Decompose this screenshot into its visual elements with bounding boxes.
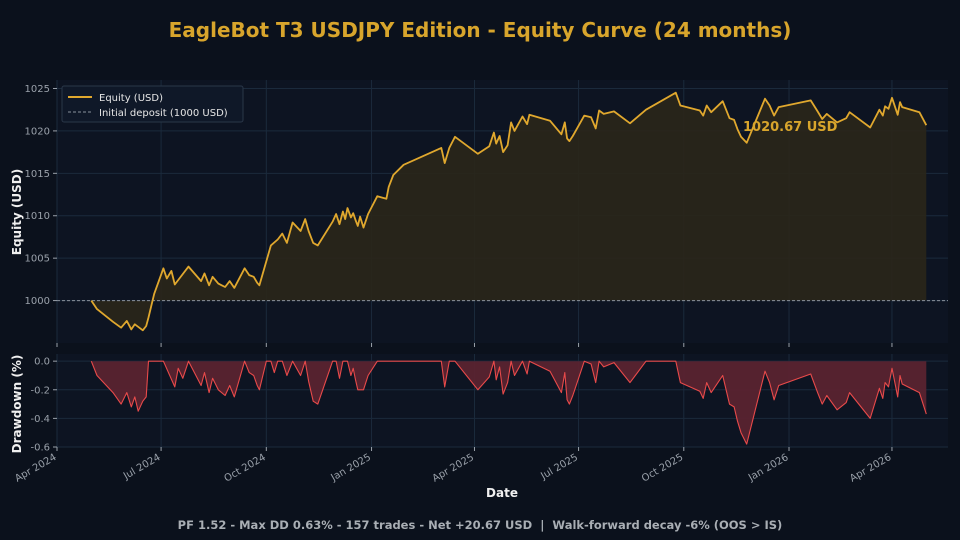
- equity-y-tick-label: 1005: [25, 254, 50, 265]
- drawdown-gridlines: [56, 354, 948, 448]
- chart-title: EagleBot T3 USDJPY Edition - Equity Curv…: [169, 18, 792, 42]
- legend-equity-label: Equity (USD): [99, 93, 163, 104]
- x-axis-label: Date: [486, 486, 518, 500]
- legend: Equity (USD) Initial deposit (1000 USD): [61, 85, 244, 123]
- drawdown-y-tick-label: 0.0: [34, 357, 50, 368]
- equity-y-tick-label: 1020: [25, 126, 50, 137]
- equity-y-tick-label: 1025: [25, 84, 50, 95]
- equity-y-ticks: 1000 1005 1010 1015 1020 1025: [25, 84, 57, 307]
- legend-deposit-label: Initial deposit (1000 USD): [99, 108, 228, 119]
- equity-y-tick-label: 1010: [25, 211, 50, 222]
- equity-y-tick-label: 1015: [25, 169, 50, 180]
- equity-line: [90, 91, 928, 332]
- drawdown-y-tick-label: -0.4: [30, 414, 50, 425]
- drawdown-y-tick-label: -0.2: [30, 385, 50, 396]
- drawdown-line: [90, 360, 927, 445]
- equity-x-ticks: [56, 343, 893, 347]
- final-equity-annotation: 1020.67 USD: [743, 120, 838, 135]
- equity-y-tick-label: 1000: [25, 296, 50, 307]
- equity-panel: 1000 1005 1010 1015 1020 1025 1020.67 USD Equ…: [10, 80, 948, 347]
- drawdown-y-tick-label: -0.6: [30, 443, 50, 454]
- legend-box: [61, 85, 244, 123]
- equity-area-fill: [91, 92, 927, 331]
- footer-summary: PF 1.52 - Max DD 0.63% - 157 trades - Ne…: [178, 518, 783, 532]
- equity-y-axis-label: Equity (USD): [10, 169, 24, 256]
- drawdown-area-fill: [91, 361, 927, 445]
- drawdown-y-ticks: 0.0 -0.2 -0.4 -0.6: [30, 357, 57, 454]
- drawdown-y-axis-label: Drawdown (%): [10, 355, 24, 454]
